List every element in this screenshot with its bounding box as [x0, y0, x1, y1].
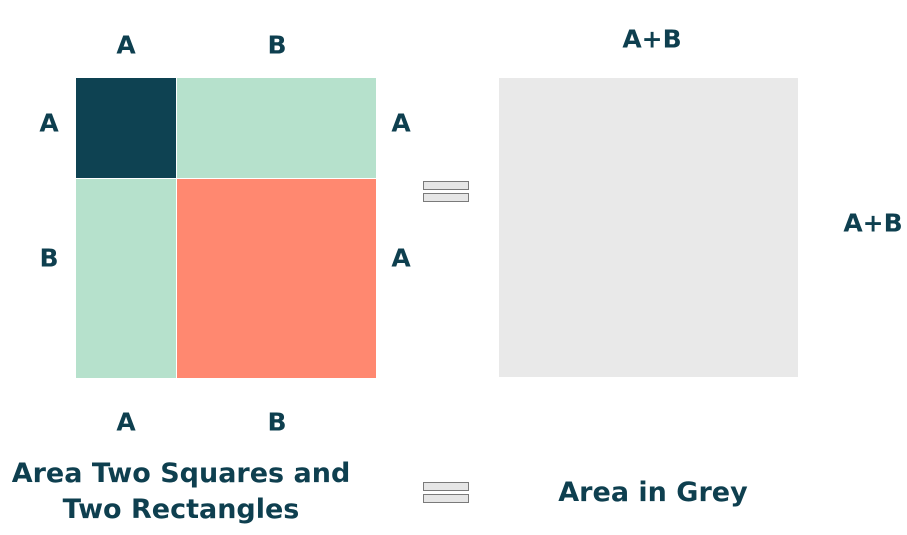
left-caption: Area Two Squares and Two Rectangles	[12, 456, 351, 528]
right-caption: Area in Grey	[558, 477, 748, 508]
left-label-a: A	[39, 108, 59, 138]
rectangle-top-right	[177, 78, 376, 178]
top-label-b: B	[267, 30, 287, 60]
left-label-b: B	[39, 243, 59, 273]
left-caption-line-2: Two Rectangles	[62, 494, 300, 525]
bottom-label-b: B	[267, 407, 287, 437]
right-label-a-top: A	[391, 108, 411, 138]
grey-square-top-label: A+B	[622, 24, 682, 54]
right-label-a-bottom: A	[391, 243, 411, 273]
equals-bar-top	[423, 482, 469, 491]
equals-bar-bottom	[423, 193, 469, 202]
equals-bar-top	[423, 181, 469, 190]
bottom-label-a: A	[116, 407, 136, 437]
equals-icon	[423, 482, 469, 504]
rectangle-bottom-left	[76, 179, 176, 378]
left-caption-line-1: Area Two Squares and	[11, 458, 351, 489]
grey-square	[499, 78, 798, 377]
square-b	[177, 179, 376, 378]
top-label-a: A	[116, 30, 136, 60]
equals-bar-bottom	[423, 494, 469, 503]
square-a	[76, 78, 176, 178]
grey-square-side-label: A+B	[843, 208, 903, 238]
equals-icon	[423, 181, 469, 203]
